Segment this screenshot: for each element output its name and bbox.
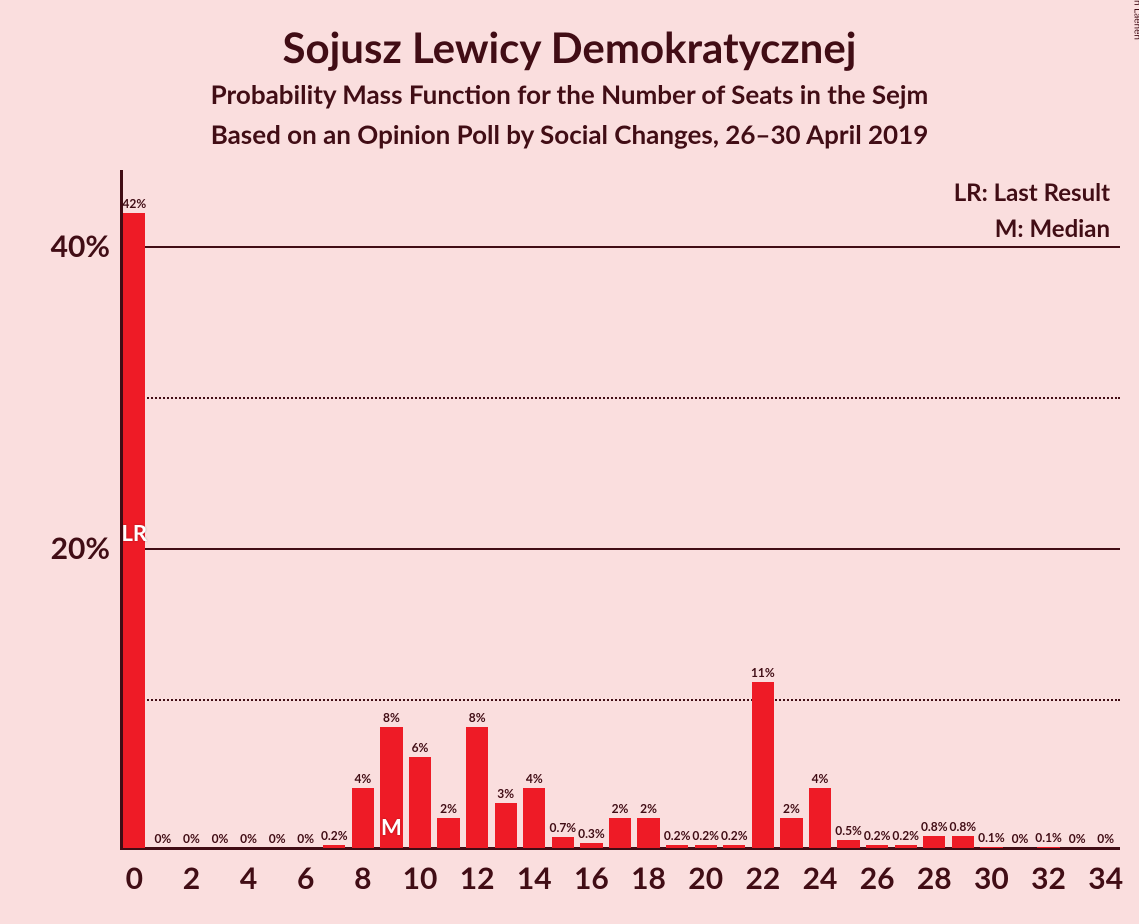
bar-label: 0% (1012, 831, 1029, 846)
bar-label: 6% (412, 740, 429, 755)
x-axis-label: 20 (688, 860, 723, 896)
bar-label: 2% (612, 801, 629, 816)
bar (495, 803, 517, 848)
chart-subtitle-1: Probability Mass Function for the Number… (0, 78, 1139, 110)
bar-label: 0% (154, 831, 171, 846)
bar-label: 0% (1097, 831, 1114, 846)
bar-label: 0.1% (1035, 830, 1062, 845)
bar (866, 845, 888, 848)
bar-label: 42% (122, 196, 146, 211)
bar-marker: LR (121, 519, 147, 546)
bar (523, 788, 545, 848)
x-axis-label: 30 (974, 860, 1009, 896)
y-axis-label: 20% (51, 530, 110, 566)
bar (752, 682, 774, 848)
plot-area: 20%40%0246810121416182022242628303234LR:… (120, 170, 1120, 850)
x-axis-label: 12 (460, 860, 495, 896)
x-axis-label: 10 (403, 860, 438, 896)
bar (895, 845, 917, 848)
bar-label: 0.2% (892, 828, 919, 843)
legend-entry: M: Median (995, 214, 1110, 243)
chart-container: Sojusz Lewicy Demokratycznej Probability… (0, 0, 1139, 924)
bar-label: 0% (240, 831, 257, 846)
bar-label: 4% (354, 771, 371, 786)
bar-label: 0.2% (721, 828, 748, 843)
bar-label: 0.2% (321, 828, 348, 843)
bar (352, 788, 374, 848)
bar-label: 0% (183, 831, 200, 846)
bar (723, 845, 745, 848)
chart-subtitle-2: Based on an Opinion Poll by Social Chang… (0, 118, 1139, 150)
x-axis-label: 16 (574, 860, 609, 896)
bar (780, 818, 802, 848)
bar-label: 3% (497, 786, 514, 801)
bar-label: 8% (383, 710, 400, 725)
x-axis-label: 0 (126, 860, 143, 896)
bar (552, 837, 574, 848)
copyright-text: © 2019 Filip van Laenen (1131, 0, 1139, 40)
bar-marker: M (381, 813, 402, 840)
y-axis-label: 40% (51, 228, 110, 264)
x-axis-label: 2 (183, 860, 200, 896)
bar-label: 2% (640, 801, 657, 816)
bar-label: 8% (469, 710, 486, 725)
bar-label: 0.2% (692, 828, 719, 843)
bar-label: 0.5% (835, 823, 862, 838)
bar (466, 727, 488, 848)
bar-label: 0% (1069, 831, 1086, 846)
x-axis-label: 26 (860, 860, 895, 896)
x-axis-label: 22 (745, 860, 780, 896)
bar-label: 0.7% (550, 820, 577, 835)
bar-label: 0.2% (864, 828, 891, 843)
bar (323, 845, 345, 848)
gridline (120, 699, 1120, 701)
gridline (120, 397, 1120, 399)
bar (409, 757, 431, 848)
bar-label: 4% (812, 771, 829, 786)
bar-label: 0.8% (950, 819, 977, 834)
bar-label: 2% (783, 801, 800, 816)
x-axis-label: 8 (354, 860, 371, 896)
bar-label: 2% (440, 801, 457, 816)
bar-label: 0% (212, 831, 229, 846)
x-axis-label: 4 (240, 860, 257, 896)
bar (837, 840, 859, 848)
chart-title: Sojusz Lewicy Demokratycznej (0, 22, 1139, 72)
bar-label: 0.3% (578, 826, 605, 841)
bar-label: 0.2% (664, 828, 691, 843)
x-axis-label: 24 (803, 860, 838, 896)
x-axis-label: 28 (917, 860, 952, 896)
bar-label: 4% (526, 771, 543, 786)
bar (580, 843, 602, 848)
bar-label: 11% (751, 665, 775, 680)
x-axis-label: 34 (1088, 860, 1123, 896)
bar (980, 847, 1002, 849)
legend-entry: LR: Last Result (954, 178, 1110, 207)
gridline (120, 548, 1120, 550)
x-axis-label: 6 (297, 860, 314, 896)
gridline (120, 246, 1120, 248)
bar-label: 0.8% (921, 819, 948, 834)
x-axis-label: 18 (631, 860, 666, 896)
bar-label: 0.1% (978, 830, 1005, 845)
x-axis-label: 32 (1031, 860, 1066, 896)
bar (437, 818, 459, 848)
bar-label: 0% (269, 831, 286, 846)
bar-label: 0% (297, 831, 314, 846)
bar (609, 818, 631, 848)
bar (666, 845, 688, 848)
bar (1037, 847, 1059, 849)
bar (637, 818, 659, 848)
bar (952, 836, 974, 848)
bar (923, 836, 945, 848)
bar (809, 788, 831, 848)
bar (695, 845, 717, 848)
x-axis-label: 14 (517, 860, 552, 896)
